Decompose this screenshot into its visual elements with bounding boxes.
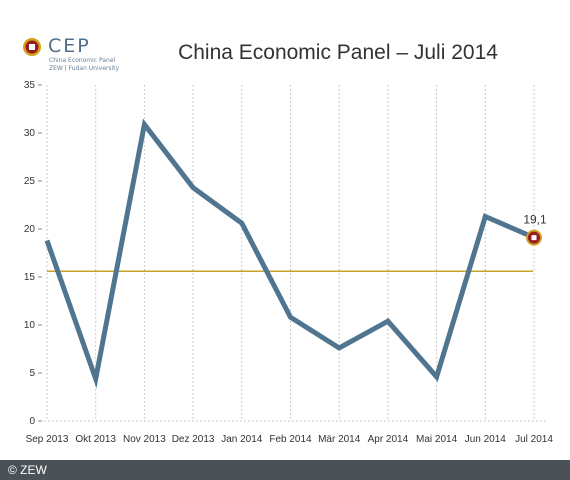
x-axis-labels: Sep 2013 Okt 2013 Nov 2013 Dez 2013 Jan 2014… bbox=[26, 434, 554, 445]
copyright-text: © ZEW bbox=[8, 463, 47, 477]
footer-bar: © ZEW bbox=[0, 460, 570, 480]
x-tick-label: Okt 2013 bbox=[75, 434, 116, 445]
grid-lines bbox=[40, 85, 548, 422]
cep-logo: CEP China Economic Panel ZEW | Fudan Uni… bbox=[22, 34, 132, 74]
x-tick-label: Feb 2014 bbox=[269, 434, 312, 445]
highlight-marker-center bbox=[531, 235, 537, 241]
logo-line-1: China Economic Panel bbox=[49, 57, 116, 64]
y-tick-label: 30 bbox=[24, 128, 36, 139]
x-tick-label: Jan 2014 bbox=[221, 434, 263, 445]
y-tick-label: 25 bbox=[24, 176, 36, 187]
x-tick-label: Mär 2014 bbox=[318, 434, 361, 445]
y-tick-label: 35 bbox=[24, 80, 36, 91]
logo-brand: CEP bbox=[48, 35, 91, 57]
data-label: 19,1 bbox=[523, 213, 547, 227]
y-tick-label: 15 bbox=[24, 272, 36, 283]
logo-line-2: ZEW | Fudan University bbox=[49, 65, 120, 72]
x-tick-label: Dez 2013 bbox=[172, 434, 215, 445]
series-line bbox=[44, 118, 535, 389]
y-tick-label: 10 bbox=[24, 320, 36, 331]
x-tick-label: Jul 2014 bbox=[515, 434, 553, 445]
y-tick-label: 0 bbox=[29, 416, 35, 427]
x-tick-label: Jun 2014 bbox=[465, 434, 507, 445]
line-chart: 0 5 10 15 20 25 30 35 19,1 Sep 2013 Okt 2013 Nov … bbox=[24, 80, 554, 445]
x-tick-label: Apr 2014 bbox=[368, 434, 409, 445]
series-layer: 19,1 bbox=[44, 118, 547, 389]
x-tick-label: Mai 2014 bbox=[416, 434, 458, 445]
chart-title: China Economic Panel – Juli 2014 bbox=[178, 41, 498, 64]
y-tick-label: 20 bbox=[24, 224, 36, 235]
y-axis: 0 5 10 15 20 25 30 35 bbox=[24, 80, 42, 427]
y-tick-label: 5 bbox=[29, 368, 35, 379]
cep-logo-icon bbox=[23, 38, 41, 56]
x-tick-label: Nov 2013 bbox=[123, 434, 166, 445]
x-tick-label: Sep 2013 bbox=[26, 434, 69, 445]
